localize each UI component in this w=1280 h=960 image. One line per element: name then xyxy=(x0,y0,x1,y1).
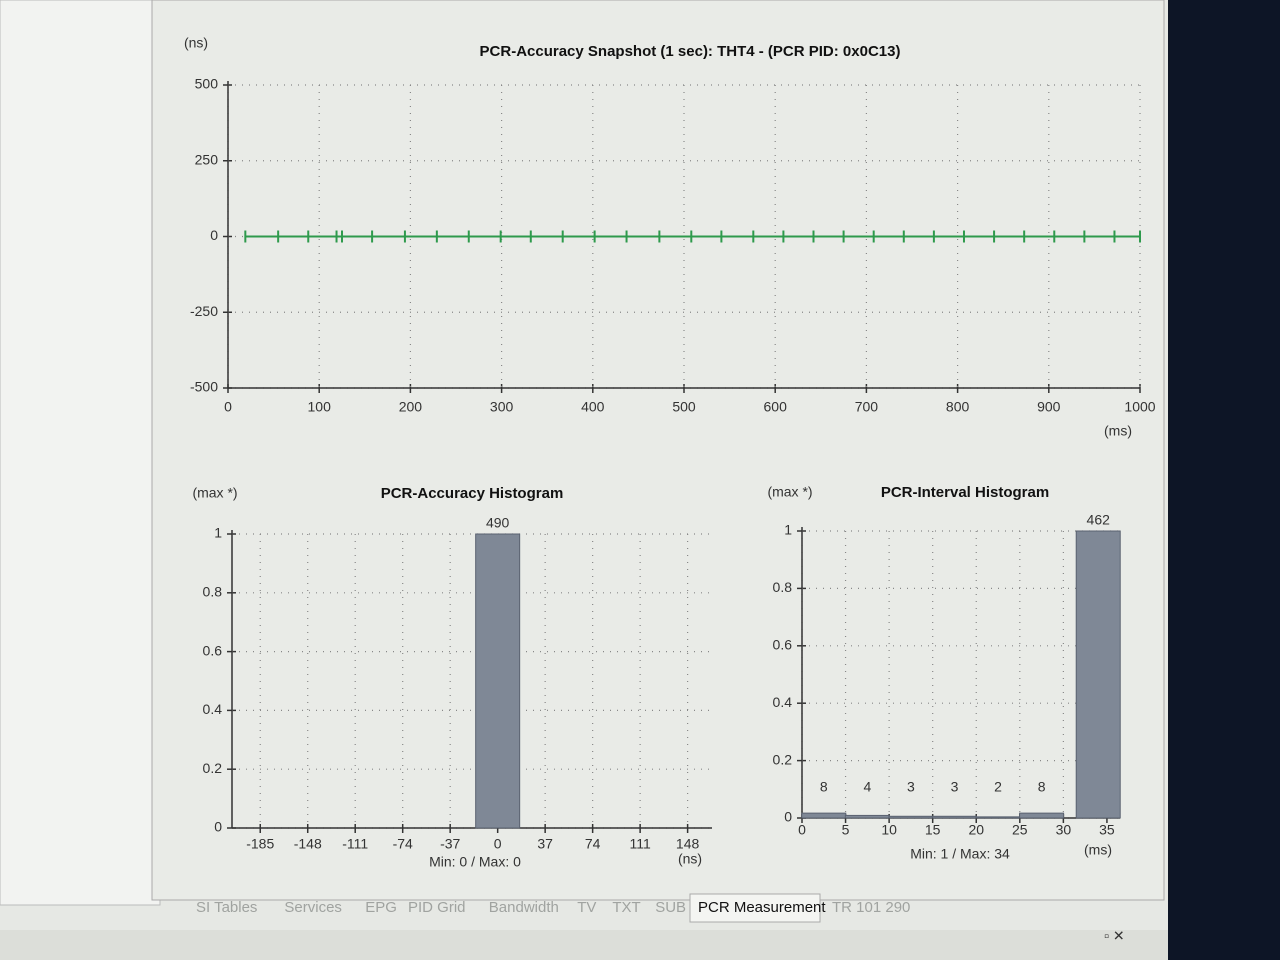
histogram-bar xyxy=(931,815,977,819)
y-tick-label: 0.6 xyxy=(203,642,223,658)
x-tick-label: 600 xyxy=(764,399,788,415)
tab[interactable]: TR 101 290 xyxy=(832,899,910,916)
x-tick-label: 111 xyxy=(629,836,650,852)
x-tick-label: 800 xyxy=(946,399,970,415)
histogram-bar xyxy=(975,816,1021,819)
x-tick-label: 0 xyxy=(798,822,806,838)
x-tick-label: 400 xyxy=(581,399,605,415)
side-panel xyxy=(0,0,161,906)
y-tick-label: 1 xyxy=(214,525,222,541)
x-tick-label: 700 xyxy=(855,399,879,415)
tab-active xyxy=(689,893,821,923)
tab[interactable]: SUB xyxy=(655,899,686,916)
histogram-bar xyxy=(801,812,847,819)
status-bar xyxy=(0,930,1168,960)
y-tick-label: 500 xyxy=(195,76,219,92)
x-tick-label: 15 xyxy=(925,822,941,838)
min-max-label: Min: 1 / Max: 34 xyxy=(910,846,1010,862)
count-label: 8 xyxy=(820,779,828,795)
y-tick-label: 0 xyxy=(784,809,792,825)
histogram-bar xyxy=(1019,812,1065,819)
histogram-bar xyxy=(888,815,934,819)
x-tick-label: 0 xyxy=(494,836,502,852)
tab[interactable]: TXT xyxy=(612,899,640,916)
tab[interactable]: Bandwidth xyxy=(489,899,559,916)
count-label: 490 xyxy=(486,515,510,531)
histogram-bar xyxy=(844,814,890,819)
measurement-panel xyxy=(151,0,1165,901)
y-axis-label: (max *) xyxy=(192,485,237,501)
tab[interactable]: TV xyxy=(577,899,596,916)
x-tick-label: 5 xyxy=(842,822,850,838)
tab[interactable]: PID Grid xyxy=(408,899,466,916)
y-tick-label: 0.2 xyxy=(773,751,793,767)
x-tick-label: 10 xyxy=(881,822,897,838)
y-tick-label: 0.8 xyxy=(773,579,793,595)
x-tick-label: -111 xyxy=(342,836,368,852)
min-max-label: Min: 0 / Max: 0 xyxy=(429,854,521,870)
x-tick-label: -74 xyxy=(393,836,413,852)
count-label: 3 xyxy=(951,779,959,795)
x-tick-label: 100 xyxy=(308,399,332,415)
x-tick-label: 200 xyxy=(399,399,423,415)
count-label: 2 xyxy=(994,779,1002,795)
window-buttons[interactable]: ▫ ✕ xyxy=(1104,928,1125,944)
y-tick-label: 0.4 xyxy=(773,694,793,710)
chart-title: PCR-Accuracy Snapshot (1 sec): THT4 - (P… xyxy=(480,43,901,60)
x-tick-label: -185 xyxy=(246,836,274,852)
tab[interactable]: SI Tables xyxy=(196,899,257,916)
tab-bar: SI Tables Services EPG PID Grid Bandwidth TV T… xyxy=(196,893,910,923)
x-tick-label: -148 xyxy=(294,836,322,852)
y-tick-label: 0 xyxy=(214,819,222,835)
x-tick-label: 37 xyxy=(537,836,553,852)
count-label: 4 xyxy=(863,779,871,795)
tab[interactable]: PCR Measurement xyxy=(698,899,826,916)
x-tick-label: 74 xyxy=(585,836,601,852)
count-label: 8 xyxy=(1038,779,1046,795)
x-tick-label: 500 xyxy=(672,399,696,415)
y-tick-label: 0.4 xyxy=(203,701,223,717)
x-tick-label: -37 xyxy=(440,836,460,852)
histogram-bar xyxy=(1075,530,1121,819)
tab[interactable]: Services xyxy=(284,899,342,916)
y-tick-label: 0.2 xyxy=(203,760,223,776)
y-tick-label: 250 xyxy=(195,151,219,167)
x-tick-label: 25 xyxy=(1012,822,1028,838)
x-axis-unit: (ns) xyxy=(678,851,702,867)
x-tick-label: 900 xyxy=(1037,399,1061,415)
y-tick-label: 1 xyxy=(784,522,792,538)
chart-title: PCR-Accuracy Histogram xyxy=(381,485,564,502)
count-label: 3 xyxy=(907,779,915,795)
y-axis-label: (max *) xyxy=(767,484,812,500)
x-tick-label: 35 xyxy=(1099,822,1115,838)
chart-title: PCR-Interval Histogram xyxy=(881,484,1049,501)
y-axis-label: (ns) xyxy=(184,35,208,51)
y-tick-label: 0 xyxy=(210,227,218,243)
x-tick-label: 0 xyxy=(224,399,232,415)
x-tick-label: 20 xyxy=(968,822,984,838)
x-tick-label: 300 xyxy=(490,399,514,415)
y-tick-label: 0.6 xyxy=(773,637,793,653)
x-axis-unit: (ms) xyxy=(1084,842,1112,858)
tab[interactable]: EPG xyxy=(365,899,397,916)
x-tick-label: 1000 xyxy=(1124,399,1155,415)
x-axis-unit: (ms) xyxy=(1104,423,1132,439)
histogram-bar xyxy=(475,533,521,829)
x-tick-label: 30 xyxy=(1056,822,1072,838)
count-label: 462 xyxy=(1087,512,1111,528)
x-tick-label: 148 xyxy=(676,836,700,852)
y-tick-label: -500 xyxy=(190,379,218,395)
y-tick-label: -250 xyxy=(190,303,218,319)
y-tick-label: 0.8 xyxy=(203,584,223,600)
